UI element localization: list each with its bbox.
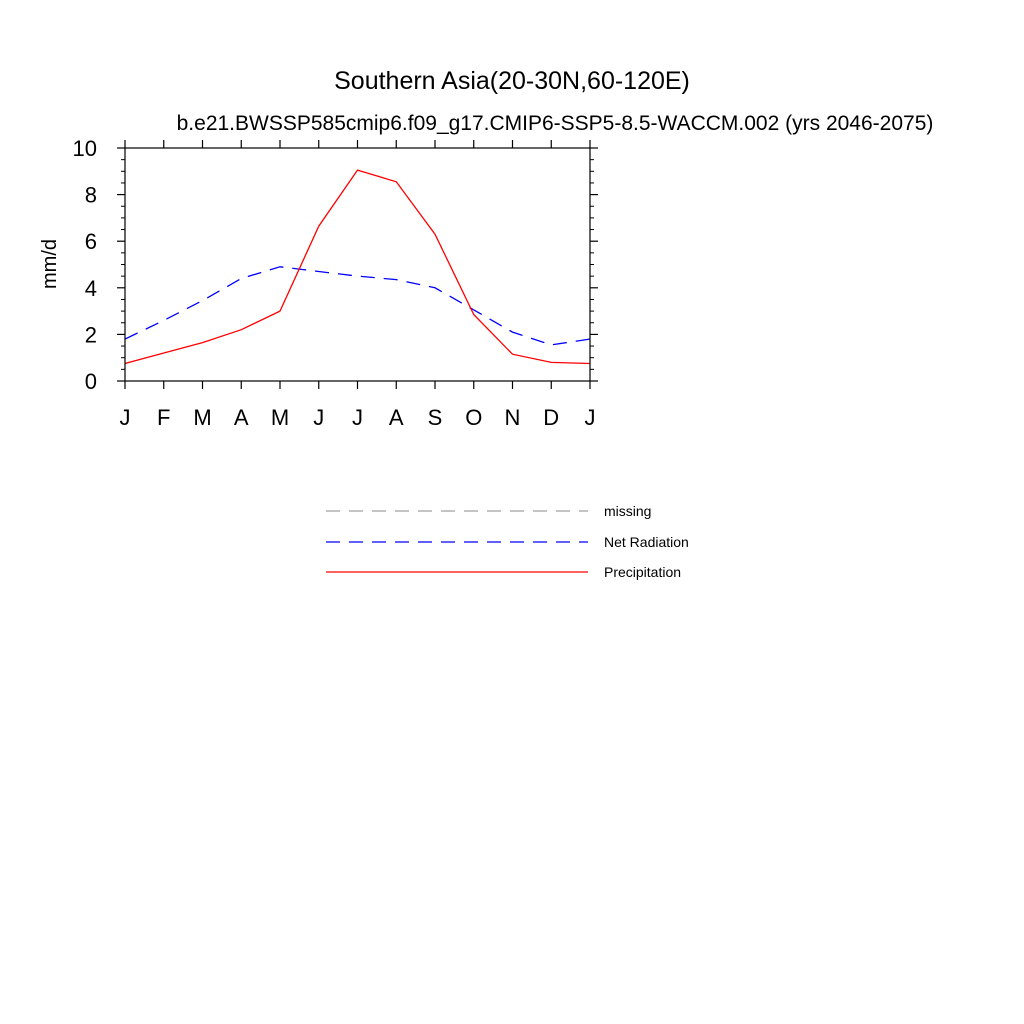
y-tick-label: 0	[85, 369, 97, 394]
x-tick-label: F	[157, 405, 170, 430]
legend: missing Net Radiation Precipitation	[326, 503, 689, 580]
chart-title: Southern Asia(20-30N,60-120E)	[334, 67, 690, 95]
y-tick-label: 2	[85, 322, 97, 347]
x-tick-label: J	[120, 405, 131, 430]
legend-label: Net Radiation	[604, 534, 689, 550]
series-line-net-radiation	[124, 266, 591, 346]
x-tick-label: M	[271, 405, 289, 430]
legend-label: missing	[604, 503, 651, 519]
x-tick-label: O	[465, 405, 482, 430]
x-tick-label: J	[313, 405, 324, 430]
x-tick-label: S	[428, 405, 443, 430]
y-tick-label: 6	[85, 229, 97, 254]
y-axis-label: mm/d	[39, 239, 61, 289]
x-tick-label: A	[389, 405, 404, 430]
x-tick-label: N	[505, 405, 521, 430]
x-tick-label: J	[585, 405, 596, 430]
series-line-precipitation	[124, 169, 591, 365]
plot-frame	[124, 147, 591, 382]
y-tick-label: 8	[85, 183, 97, 208]
x-tick-label: M	[193, 405, 211, 430]
y-tick-label: 10	[73, 136, 97, 161]
x-tick-label: D	[543, 405, 559, 430]
legend-label: Precipitation	[604, 564, 681, 580]
x-tick-label: J	[352, 405, 363, 430]
chart-subtitle: b.e21.BWSSP585cmip6.f09_g17.CMIP6-SSP5-8…	[177, 112, 934, 135]
x-tick-label: A	[234, 405, 249, 430]
series-layer	[124, 169, 591, 365]
y-tick-label: 4	[85, 276, 97, 301]
